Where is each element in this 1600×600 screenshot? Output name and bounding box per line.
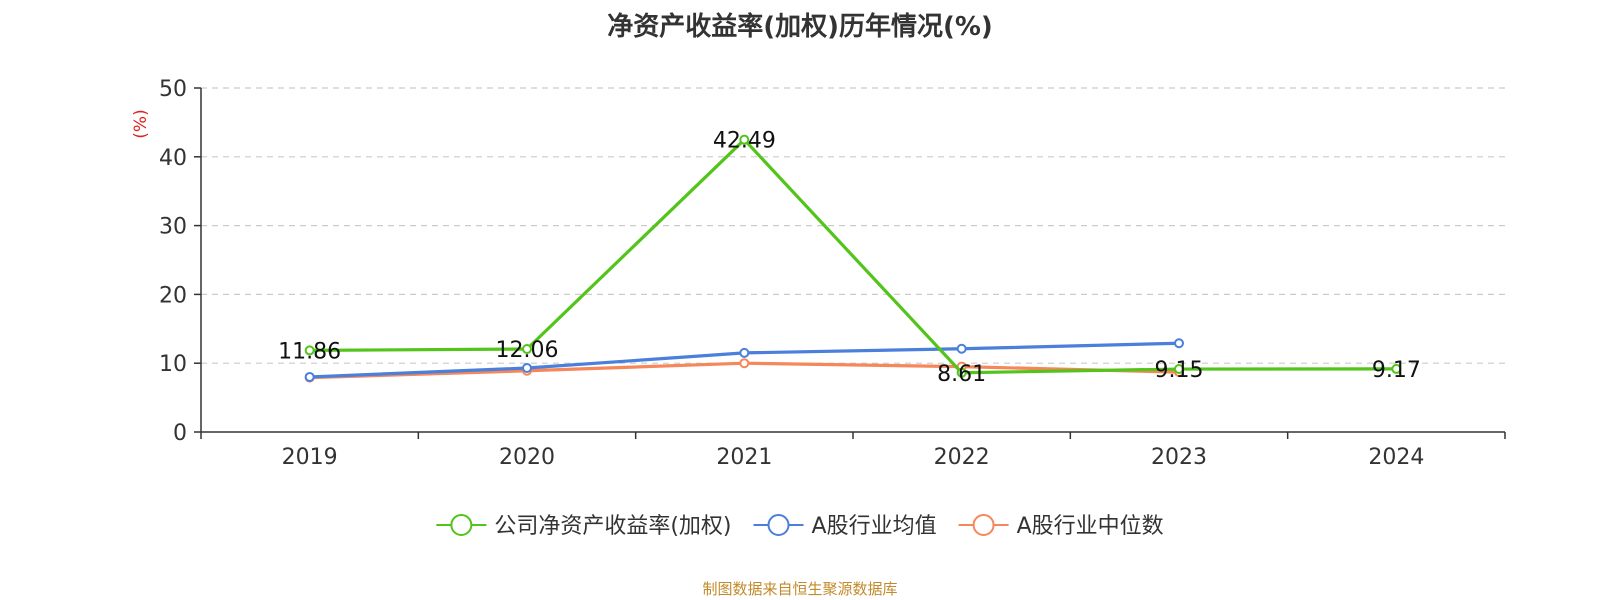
legend-label: 公司净资产收益率(加权) [494,514,731,539]
y-tick-label: 0 [173,421,187,446]
data-point [739,134,750,145]
data-point [739,358,750,369]
data-point [956,367,967,378]
data-point [739,347,750,358]
x-tick-label: 2024 [1368,445,1424,470]
data-label: 12.06 [496,338,559,363]
data-label: 11.86 [278,339,341,364]
x-tick-label: 2020 [499,445,555,470]
data-point [1174,364,1184,375]
legend-item: A股行业均值 [753,514,937,539]
data-point [956,343,967,354]
data-point [1391,363,1402,374]
data-point [304,371,315,382]
data-label: 8.61 [937,362,986,387]
legend: 公司净资产收益率(加权) A股行业均值 A股行业中位数 [436,514,1164,539]
axes: 0 10 20 30 40 50 (%) 2019 2020 2021 2022 2023 2024 [131,77,1506,470]
data-labels: 11.86 12.06 42.49 8.61 9.15 9.17 [278,129,1421,387]
y-tick-label: 30 [159,215,187,240]
data-point [522,344,532,355]
data-label: 9.15 [1155,358,1204,383]
data-point [1174,338,1184,349]
series-lines [304,134,1402,383]
data-source-note: 制图数据来自恒生聚源数据库 [702,580,898,598]
y-tick-label: 10 [159,352,187,377]
data-point [304,345,315,356]
legend-circle-icon [767,514,790,536]
data-label: 9.17 [1372,358,1421,383]
y-tick-label: 50 [159,77,187,102]
chart-title: 净资产收益率(加权)历年情况(%) [607,12,993,42]
legend-item: 公司净资产收益率(加权) [436,514,732,539]
y-tick-label: 20 [159,283,187,308]
legend-circle-icon [450,514,473,536]
series-line [309,138,1397,375]
legend-label: A股行业均值 [812,514,937,539]
legend-item: A股行业中位数 [958,514,1164,539]
y-tick-label: 40 [159,146,187,171]
data-point [522,363,532,374]
x-tick-label: 2023 [1151,445,1207,470]
legend-label: A股行业中位数 [1017,514,1164,539]
legend-circle-icon [972,514,995,536]
y-axis-label: (%) [131,109,151,138]
data-label: 42.49 [713,129,776,154]
x-tick-label: 2022 [934,445,990,470]
x-tick-label: 2019 [282,445,338,470]
gridlines [201,87,1505,364]
x-tick-label: 2021 [716,445,772,470]
